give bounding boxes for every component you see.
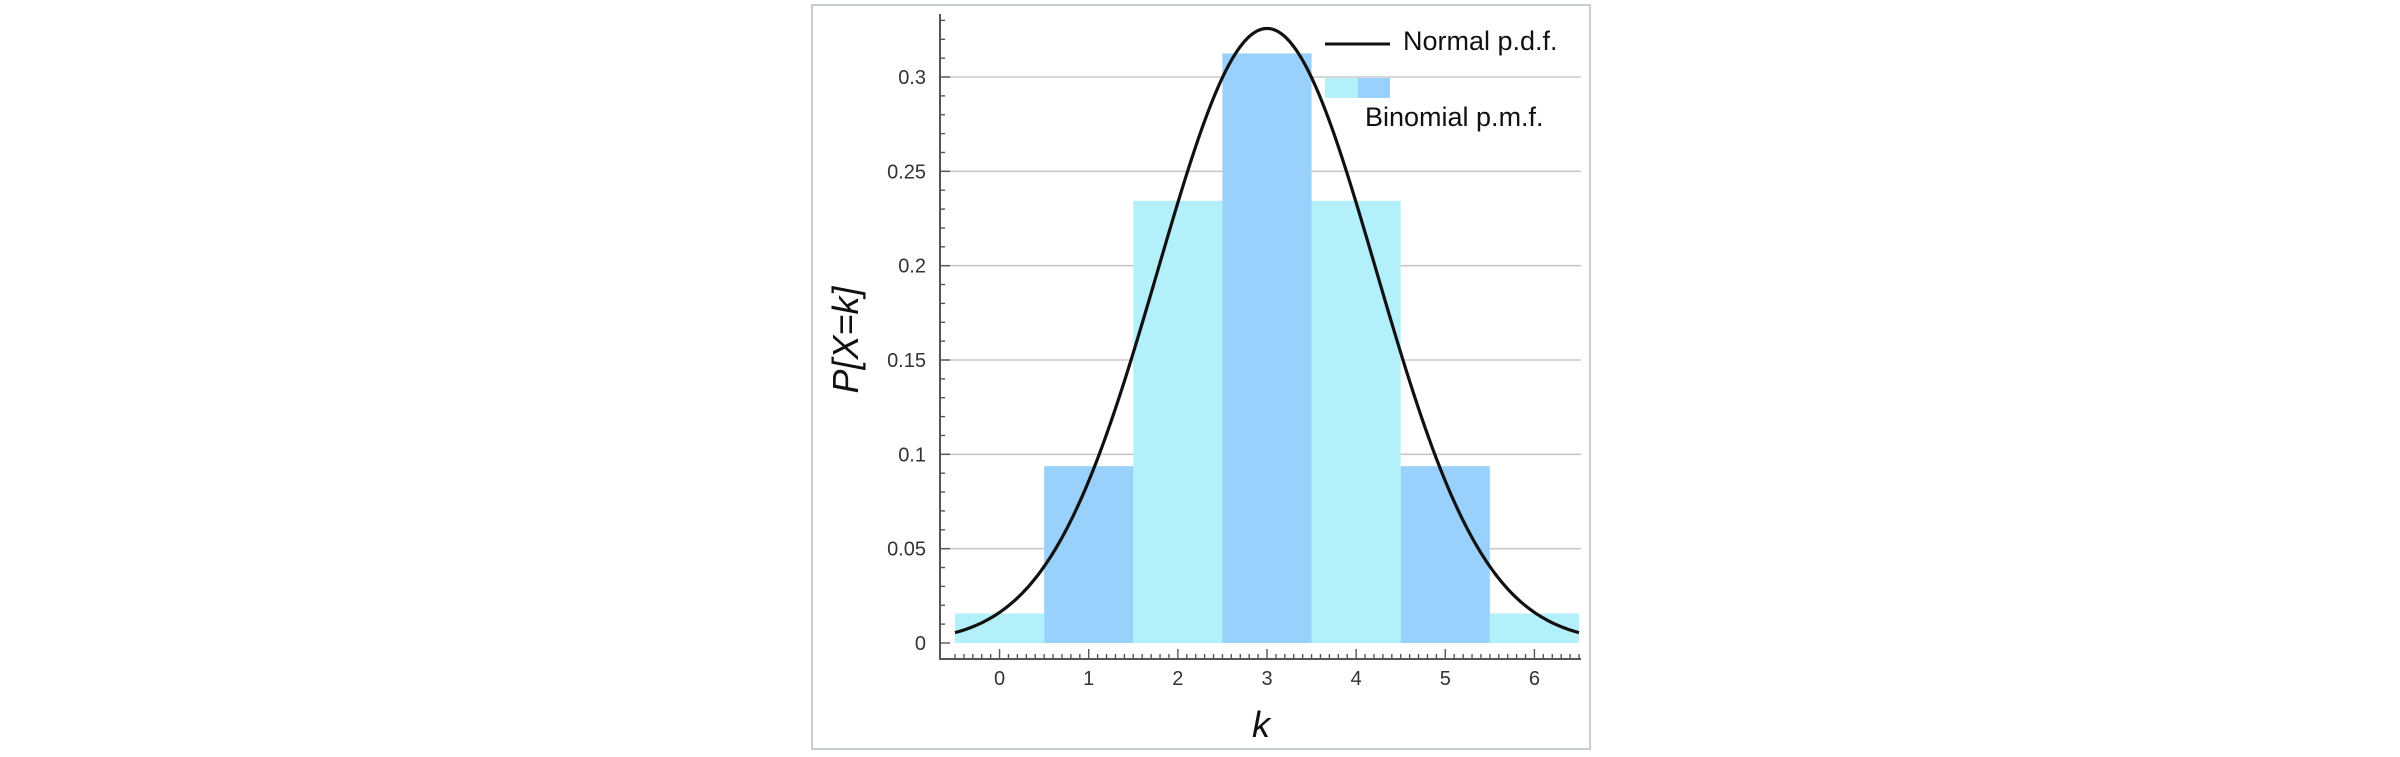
tick-labels: 0 0.05 0.1 0.15 0.2 0.25 0.3 0 1 2 3 4 5 6 — [887, 67, 1540, 690]
x-tick-label: 0 — [994, 668, 1005, 690]
x-axis-title: k — [1252, 704, 1272, 745]
y-tick-label: 0 — [915, 633, 926, 655]
bar-k-5 — [1400, 466, 1490, 643]
x-tick-label: 4 — [1351, 668, 1362, 690]
y-tick-label: 0.15 — [887, 350, 926, 372]
bar-k-3 — [1222, 53, 1312, 643]
y-tick-label: 0.2 — [898, 256, 926, 278]
axes — [939, 14, 1581, 660]
normal-curve-layer — [954, 26, 1580, 635]
legend-binomial-swatch-dark — [1358, 78, 1390, 98]
x-tick-label: 6 — [1529, 668, 1540, 690]
legend-normal-label: Normal p.d.f. — [1403, 26, 1558, 56]
legend-binomial-label: Binomial p.m.f. — [1365, 102, 1544, 132]
x-tick-label: 2 — [1172, 668, 1183, 690]
y-tick-label: 0.25 — [887, 161, 926, 183]
bar-k-4 — [1311, 200, 1401, 643]
x-tick-label: 5 — [1440, 668, 1451, 690]
y-tick-label: 0.1 — [898, 444, 926, 466]
legend-binomial-swatch-light — [1325, 78, 1358, 98]
x-tick-label: 1 — [1083, 668, 1094, 690]
legend: Normal p.d.f. Binomial p.m.f. — [1325, 26, 1558, 132]
bars — [955, 53, 1579, 643]
normal-pdf-curve — [954, 26, 1580, 635]
bar-k-1 — [1044, 466, 1134, 643]
y-tick-label: 0.3 — [898, 67, 926, 89]
x-tick-label: 3 — [1261, 668, 1272, 690]
y-axis-title: P[X=k] — [825, 285, 866, 393]
bar-k-2 — [1133, 200, 1223, 643]
y-tick-label: 0.05 — [887, 539, 926, 561]
